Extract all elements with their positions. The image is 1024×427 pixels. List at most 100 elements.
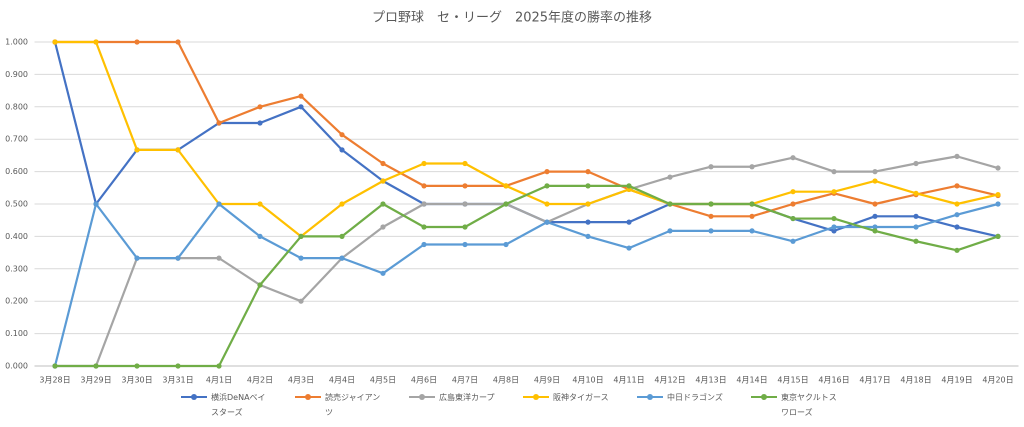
series-line (55, 184, 999, 368)
point (298, 255, 304, 261)
point (175, 147, 181, 153)
point (872, 169, 878, 175)
point (708, 213, 714, 219)
point (913, 213, 919, 219)
point (52, 363, 58, 369)
x-tick-label: 4月20日 (982, 376, 1013, 385)
point (954, 201, 960, 207)
y-tick-label: 0.200 (5, 297, 28, 306)
point (872, 201, 878, 207)
y-tick-label: 0.900 (5, 70, 28, 79)
point (749, 164, 755, 170)
x-tick-label: 4月19日 (941, 376, 972, 385)
x-tick-label: 4月11日 (613, 376, 644, 385)
point (339, 255, 345, 261)
legend-label: 阪神タイガース (553, 393, 609, 402)
point (954, 183, 960, 189)
point (790, 238, 796, 244)
x-tick-label: 4月7日 (452, 376, 478, 385)
point (93, 201, 99, 207)
x-tick-label: 4月15日 (777, 376, 808, 385)
point (216, 255, 222, 261)
chart: プロ野球 セ・リーグ 2025年度の勝率の推移 0.000 0.100 0.200 0… (5, 10, 1019, 385)
point (339, 201, 345, 207)
point (462, 224, 468, 230)
point (421, 224, 427, 230)
legend-item: 横浜DeNAベイスターズ (181, 393, 273, 420)
point (913, 160, 919, 167)
series-line (53, 202, 999, 367)
y-tick-label: 0.800 (5, 102, 28, 111)
point (544, 183, 550, 189)
point (175, 363, 181, 369)
x-tick-label: 4月16日 (818, 376, 849, 385)
point (421, 241, 427, 248)
point (216, 201, 222, 207)
point (380, 160, 386, 167)
point (831, 189, 837, 195)
x-tick-label: 3月31日 (162, 376, 193, 385)
point (380, 270, 386, 276)
legend-swatch (637, 393, 663, 401)
point (93, 363, 99, 369)
point (913, 224, 919, 230)
point (257, 233, 263, 239)
x-tick-label: 4月17日 (859, 376, 890, 385)
point (667, 201, 673, 207)
point (667, 228, 673, 234)
x-tick-label: 4月8日 (493, 376, 519, 385)
x-tick-label: 4月2日 (247, 376, 273, 385)
point (585, 233, 591, 239)
point (175, 255, 181, 261)
legend: 横浜DeNAベイスターズ 読売ジャイアンツ 広島東洋カープ 阪神タイガース 中日ドラゴン… (0, 393, 1024, 420)
point (626, 186, 632, 193)
point (134, 363, 140, 369)
point (380, 201, 386, 207)
x-tick-label: 4月1日 (206, 376, 232, 385)
legend-item: 広島東洋カープ (409, 393, 501, 420)
point (872, 224, 878, 230)
legend-label: 読売ジャイアンツ (325, 393, 381, 417)
x-tick-label: 4月9日 (534, 376, 560, 385)
point (790, 189, 796, 195)
legend-label: 広島東洋カープ (439, 393, 495, 402)
point (831, 224, 837, 230)
x-tick-label: 4月4日 (329, 376, 355, 385)
y-tick-label: 0.400 (5, 232, 28, 241)
point (462, 201, 468, 207)
legend-item: 東京ヤクルトスワローズ (751, 393, 843, 420)
point (216, 120, 222, 126)
x-tick-label: 3月29日 (80, 376, 111, 385)
legend-swatch (409, 393, 435, 401)
legend-label: 横浜DeNAベイスターズ (211, 393, 266, 417)
point (503, 201, 509, 207)
point (995, 233, 1001, 239)
point (52, 39, 58, 45)
point (462, 183, 468, 189)
point (134, 147, 140, 153)
point (708, 201, 714, 207)
point (421, 201, 427, 207)
point (954, 247, 960, 253)
legend-swatch (181, 393, 207, 401)
point (585, 169, 591, 175)
point (626, 219, 632, 225)
point (175, 39, 181, 45)
point (93, 39, 99, 45)
point (913, 238, 919, 244)
point (585, 183, 591, 189)
point (831, 228, 837, 234)
point (462, 241, 468, 248)
legend-item: 読売ジャイアンツ (295, 393, 387, 420)
point (298, 233, 304, 239)
point (380, 178, 386, 184)
point (339, 233, 345, 239)
series-line (55, 155, 999, 368)
y-tick-label: 0.300 (5, 264, 28, 273)
point (585, 201, 591, 207)
point (872, 178, 878, 184)
x-tick-label: 4月14日 (736, 376, 767, 385)
y-tick-label: 0.100 (5, 329, 28, 338)
point (298, 104, 304, 110)
